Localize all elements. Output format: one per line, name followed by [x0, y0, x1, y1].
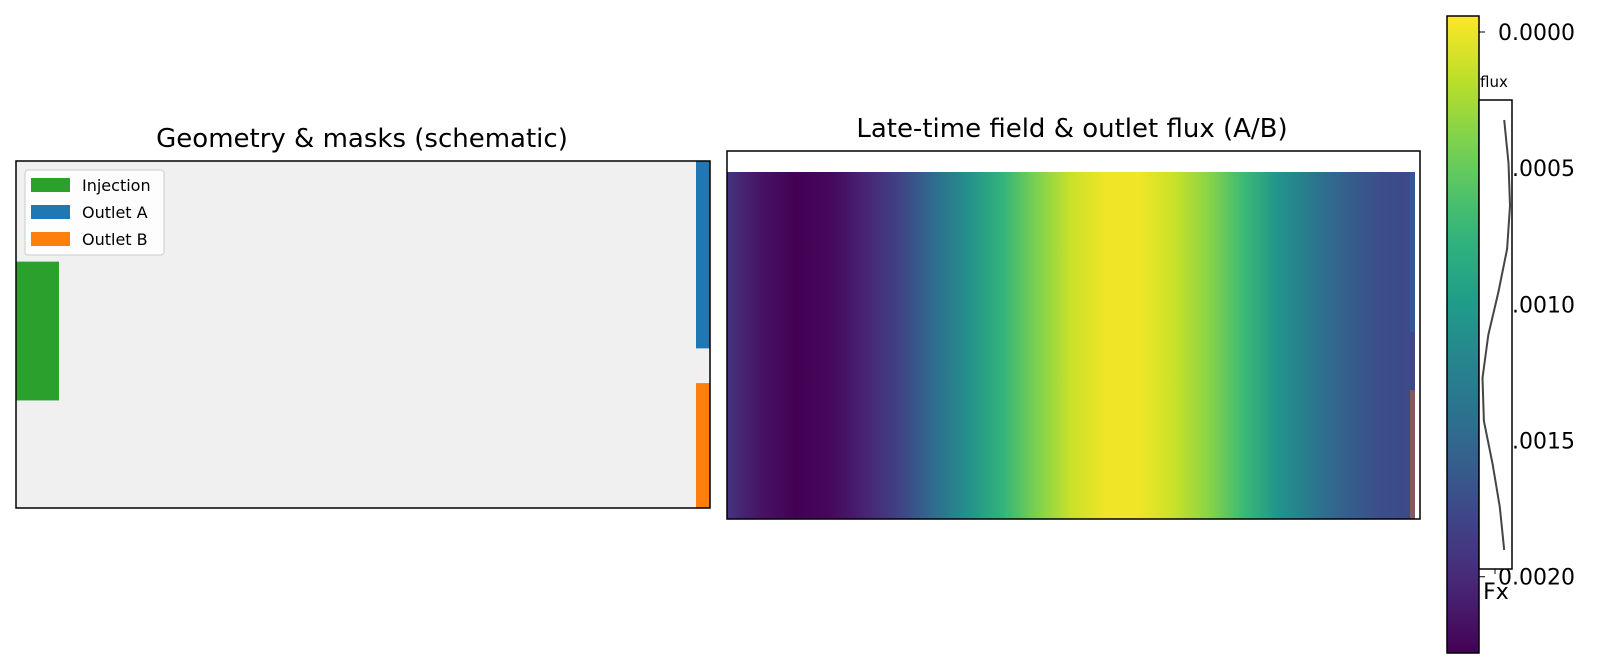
outlet-b-overlay [1410, 390, 1415, 519]
colorbar-tick-label: 0.0020 [1498, 566, 1575, 591]
flux-line [1481, 119, 1512, 551]
legend-swatch-outlet-a [31, 205, 70, 219]
flux-inset-title: flux [1480, 73, 1508, 91]
flux-inset-xlabel: Fx [1483, 580, 1509, 605]
region-outlet-b [696, 383, 710, 508]
schematic-panel: Geometry & masks (schematic) Injection O… [15, 124, 711, 509]
outlet-a-overlay [1410, 172, 1415, 332]
colorbar-tick-label: 0.0000 [1498, 21, 1575, 46]
legend-label-injection: Injection [82, 176, 151, 195]
flux-inset-box [1478, 99, 1513, 570]
heatmap-title: Late-time field & outlet flux (A/B) [856, 114, 1287, 144]
schematic-frame [15, 160, 711, 509]
legend-label-outlet-a: Outlet A [82, 203, 148, 222]
colorbar-gradient-bar [1447, 16, 1479, 653]
legend-swatch-injection [31, 178, 70, 192]
heatmap-field [727, 172, 1415, 519]
heatmap-frame [726, 150, 1421, 520]
schematic-legend: Injection Outlet A Outlet B [24, 169, 165, 256]
schematic-regions [16, 161, 710, 508]
legend-swatch-outlet-b [31, 232, 70, 246]
heatmap-panel: Late-time field & outlet flux (A/B) [726, 114, 1421, 520]
flux-inset: flux Fx [1478, 73, 1513, 605]
legend-label-outlet-b: Outlet B [82, 230, 148, 249]
schematic-title: Geometry & masks (schematic) [156, 124, 568, 154]
region-injection [16, 261, 59, 401]
region-outlet-a [696, 161, 710, 349]
